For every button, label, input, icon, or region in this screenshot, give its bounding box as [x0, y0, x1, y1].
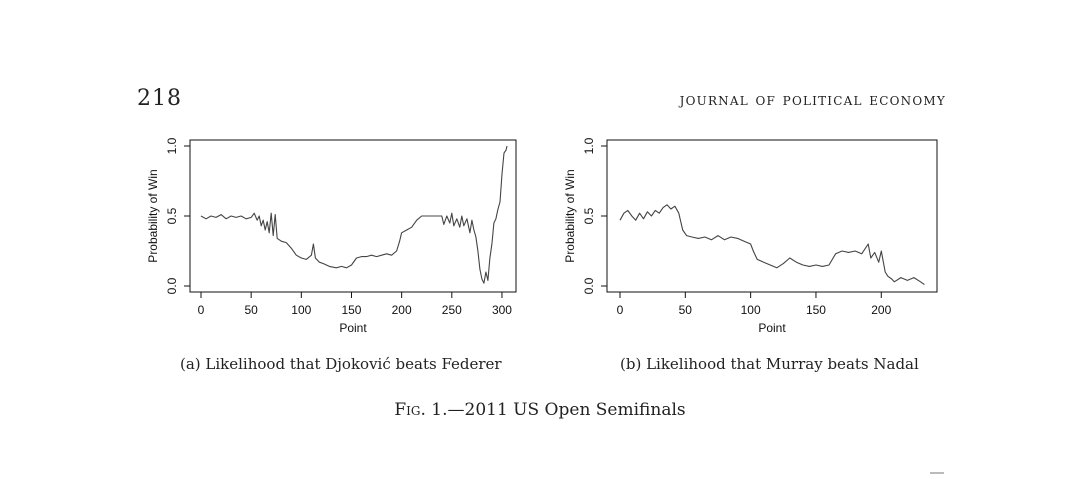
y-tick-label: 1.0: [165, 137, 179, 154]
page-number: 218: [137, 86, 182, 111]
y-tick-label: 0.5: [582, 207, 596, 224]
x-tick-label: 200: [871, 303, 891, 317]
caption-a: (a) Likelihood that Djoković beats Feder…: [180, 355, 502, 373]
y-axis-label: Probability of Win: [146, 169, 160, 262]
figure-prefix: Fig.: [394, 400, 426, 420]
chart-a: 0 50 100 150 200 250 300 0.0 0.5 1.0 Point Probabil…: [146, 137, 517, 335]
journal-title: JOURNAL OF POLITICAL ECONOMY: [679, 90, 946, 110]
figure-title: Fig. 1.—2011 US Open Semifinals: [0, 400, 1080, 420]
x-tick-label: 100: [291, 303, 311, 317]
y-axis-label: Probability of Win: [563, 169, 577, 262]
x-tick-label: 0: [198, 303, 205, 317]
series-line: [200, 145, 508, 284]
x-axis-label: Point: [758, 321, 786, 335]
x-axis-label: Point: [339, 321, 367, 335]
x-tick-label: 150: [341, 303, 361, 317]
y-tick-label: 1.0: [582, 137, 596, 154]
x-tick-label: 250: [442, 303, 462, 317]
x-tick-label: 200: [392, 303, 412, 317]
figure-suffix: 1.—2011 US Open Semifinals: [425, 400, 686, 420]
x-tick-label: 0: [617, 303, 624, 317]
y-tick-label: 0.0: [582, 277, 596, 294]
page-edge-mark: [930, 472, 944, 474]
y-tick-label: 0.0: [165, 277, 179, 294]
series-line: [619, 204, 925, 286]
x-tick-label: 100: [741, 303, 761, 317]
x-tick-label: 300: [492, 303, 512, 317]
caption-b: (b) Likelihood that Murray beats Nadal: [620, 355, 919, 373]
y-tick-label: 0.5: [165, 207, 179, 224]
x-tick-label: 50: [679, 303, 693, 317]
plot-frame: [189, 139, 517, 293]
x-tick-label: 50: [244, 303, 258, 317]
plot-frame: [606, 139, 938, 293]
x-tick-label: 150: [806, 303, 826, 317]
chart-b: 0 50 100 150 200 0.0 0.5 1.0 Point Probability of…: [563, 137, 938, 335]
